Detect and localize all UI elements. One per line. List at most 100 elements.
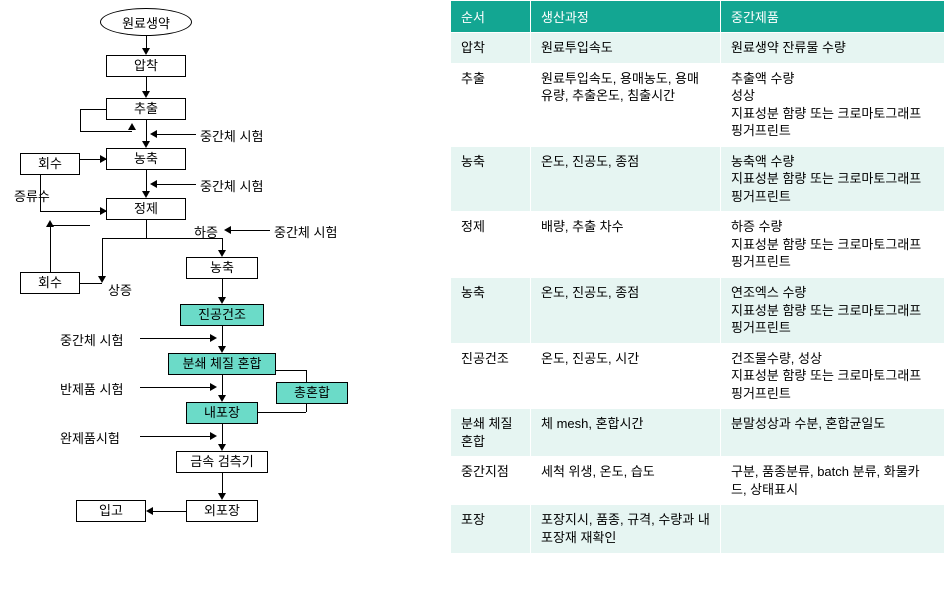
cell-process: 온도, 진공도, 종점 [531,146,721,212]
cell-intermediate: 연조엑스 수량 지표성분 함량 또는 크로마토그래프 핑거프린트 [721,278,945,344]
edge [306,370,307,382]
cell-process: 체 mesh, 혼합시간 [531,409,721,457]
cell-order: 농축 [451,146,531,212]
table-row: 정제배량, 추출 차수하증 수량 지표성분 함량 또는 크로마토그래프 핑거프린… [451,212,945,278]
table-body: 압착원료투입속도원료생약 잔류물 수량추출원료투입속도, 용매농도, 용매유량,… [451,33,945,554]
edge [102,238,103,278]
th-process: 생산과정 [531,1,721,33]
node-nongchuk2: 농축 [186,257,258,279]
th-order: 순서 [451,1,531,33]
node-label: 입고 [99,504,123,518]
edge [140,436,212,437]
flowchart-panel: 원료생약 압착 추출 중간체 시험 회수 증류수 농축 중간체 시험 정제 하증… [0,0,450,607]
edge [140,387,212,388]
th-intermediate: 중간제품 [721,1,945,33]
cell-process: 원료투입속도 [531,33,721,64]
cell-intermediate: 건조물수량, 성상 지표성분 함량 또는 크로마토그래프 핑거프린트 [721,343,945,409]
arrowhead [210,383,217,391]
arrowhead [218,297,226,304]
edge [80,109,106,110]
table-header-row: 순서 생산과정 중간제품 [451,1,945,33]
node-label: 회수 [38,157,62,171]
table-panel: 순서 생산과정 중간제품 압착원료투입속도원료생약 잔류물 수량추출원료투입속도… [450,0,945,607]
edge [222,424,223,446]
arrowhead [218,395,226,402]
label-sangjeung: 상증 [108,280,132,299]
cell-process: 포장지시, 품종, 규격, 수량과 내포장재 재확인 [531,505,721,553]
arrowhead [218,493,226,500]
label-junggan3: 중간체 시험 [274,222,337,241]
cell-order: 포장 [451,505,531,553]
arrowhead [128,123,136,130]
node-apchak: 압착 [106,55,186,77]
edge [40,211,106,212]
node-ipgo: 입고 [76,500,146,522]
edge [156,184,196,185]
label-wanjepum: 완제품시험 [60,428,120,447]
arrowhead [46,220,54,227]
cell-order: 진공건조 [451,343,531,409]
arrowhead [218,250,226,257]
arrowhead [218,346,226,353]
node-label: 회수 [38,276,62,290]
table-row: 농축온도, 진공도, 종점농축액 수량 지표성분 함량 또는 크로마토그래프 핑… [451,146,945,212]
label-junggan2: 중간체 시험 [200,176,263,195]
arrowhead [98,276,106,283]
arrowhead [142,48,150,55]
node-label: 농축 [134,152,158,166]
cell-process: 온도, 진공도, 종점 [531,278,721,344]
node-label: 내포장 [204,406,240,420]
arrowhead [210,432,217,440]
flow-start-label: 원료생약 [122,13,170,32]
cell-order: 분쇄 체질 혼합 [451,409,531,457]
edge [222,375,223,397]
node-label: 추출 [134,102,158,116]
cell-intermediate: 구분, 품종분류, batch 분류, 화물카드, 상태표시 [721,457,945,505]
flow-start-oval: 원료생약 [100,8,192,36]
cell-intermediate: 분말성상과 수분, 혼합균일도 [721,409,945,457]
label-banjepum: 반제품 시험 [60,379,123,398]
edge [146,220,147,238]
edge [80,131,132,132]
edge [80,283,102,284]
edge [276,370,306,371]
cell-intermediate: 농축액 수량 지표성분 함량 또는 크로마토그래프 핑거프린트 [721,146,945,212]
node-label: 압착 [134,59,158,73]
table-row: 포장포장지시, 품종, 규격, 수량과 내포장재 재확인 [451,505,945,553]
cell-intermediate: 추출액 수량 성상 지표성분 함량 또는 크로마토그래프 핑거프린트 [721,63,945,146]
cell-process: 온도, 진공도, 시간 [531,343,721,409]
arrowhead [142,91,150,98]
node-chuchul: 추출 [106,98,186,120]
node-naepojang: 내포장 [186,402,258,424]
node-chonghonhap: 총혼합 [276,382,348,404]
node-nongchuk1: 농축 [106,148,186,170]
node-geumsok: 금속 검측기 [176,451,268,473]
node-label: 총혼합 [294,386,330,400]
edge [50,225,51,272]
table-row: 농축온도, 진공도, 종점연조엑스 수량 지표성분 함량 또는 크로마토그래프 … [451,278,945,344]
edge [222,279,223,299]
table-row: 분쇄 체질 혼합체 mesh, 혼합시간분말성상과 수분, 혼합균일도 [451,409,945,457]
edge [156,134,196,135]
cell-order: 정제 [451,212,531,278]
node-label: 금속 검측기 [190,455,253,469]
label-hajeung: 하증 [194,222,218,241]
cell-intermediate: 원료생약 잔류물 수량 [721,33,945,64]
edge [222,326,223,348]
node-label: 분쇄 체질 혼합 [183,357,262,371]
node-jeongje: 정제 [106,198,186,220]
edge [222,473,223,495]
edge [152,511,186,512]
edge [50,225,90,226]
table-row: 압착원료투입속도원료생약 잔류물 수량 [451,33,945,64]
table-row: 중간지점세척 위생, 온도, 습도구분, 품종분류, batch 분류, 화물카… [451,457,945,505]
arrowhead [146,507,153,515]
node-label: 진공건조 [198,308,246,322]
cell-process: 배량, 추출 차수 [531,212,721,278]
arrowhead [142,191,150,198]
node-label: 외포장 [204,504,240,518]
node-hoesu2: 회수 [20,272,80,294]
cell-order: 압착 [451,33,531,64]
node-label: 농축 [210,261,234,275]
node-label: 정제 [134,202,158,216]
